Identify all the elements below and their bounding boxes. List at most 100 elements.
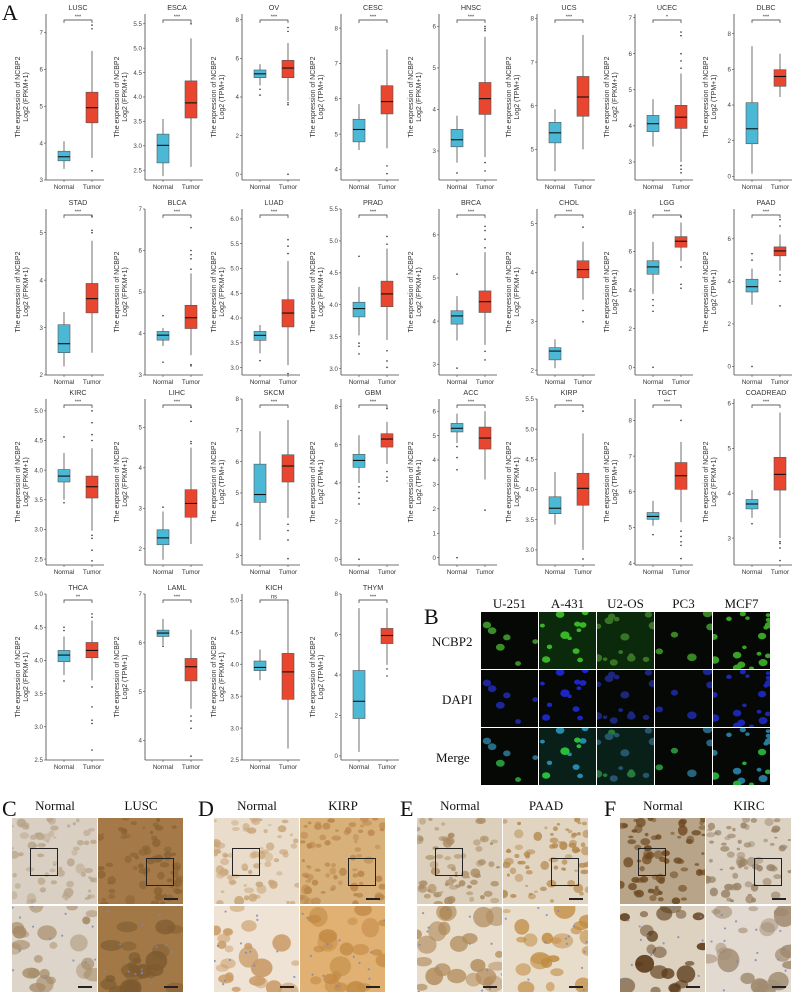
boxplot-gbm: GBM The expression of NCBP2 Log2 (TPM+1) 0 2… <box>295 385 399 580</box>
y-tick-label: 4.0 <box>230 661 239 668</box>
panel-letter-e: E <box>400 796 414 821</box>
boxplot-ucs: UCS The expression of NCBP2 Log2 (TPM+1) 5 6… <box>491 0 595 195</box>
scale-bar <box>366 986 380 988</box>
plot-title: KICH <box>265 583 282 592</box>
y-axis-label: The expression of NCBP2 <box>211 251 218 332</box>
y-tick-label: 7 <box>236 428 240 435</box>
ihc-image-normal-magnified <box>12 906 97 992</box>
y-tick-label: 4 <box>236 94 240 101</box>
plot-title: BLCA <box>168 198 187 207</box>
y-tick-label: 7 <box>40 30 44 37</box>
ihc-image-normal-magnified <box>214 906 299 992</box>
y-tick-label: 4 <box>139 738 143 745</box>
y-axis-label: The expression of NCBP2 <box>114 636 121 717</box>
ihc-image-normal-magnified <box>417 906 502 992</box>
y-axis-label: The expression of NCBP2 <box>310 441 317 522</box>
y-axis-unit: Log2 (FPKM+1) <box>711 457 718 507</box>
y-tick-label: 6 <box>335 632 339 639</box>
y-tick-label: 8 <box>531 16 535 23</box>
y-axis-label: The expression of NCBP2 <box>703 441 710 522</box>
x-tick-label: Normal <box>545 379 566 386</box>
y-tick-label: 4 <box>335 480 339 487</box>
y-tick-label: 5 <box>139 689 143 696</box>
normal-box <box>156 529 170 546</box>
if-image-a-431-dapi <box>539 670 596 727</box>
if-image-pc3-dapi <box>655 670 712 727</box>
if-image-u-251-dapi <box>481 670 538 727</box>
y-tick-label: 4.0 <box>34 467 43 474</box>
magnification-region-box <box>30 848 58 876</box>
y-tick-label: 2 <box>236 133 240 140</box>
normal-box <box>745 278 759 293</box>
y-tick-label: 2.5 <box>133 167 142 174</box>
y-axis-unit: Log2 (TPM+1) <box>318 655 325 700</box>
ihc-image-kirp-overview <box>300 818 385 904</box>
panel-letter-b: B <box>424 604 439 629</box>
ihc-label: PAAD <box>528 798 564 813</box>
x-tick-label: Tumor <box>476 569 495 576</box>
x-tick-label: Tumor <box>672 379 691 386</box>
y-axis-unit: Log2 (FPKM+1) <box>122 267 129 317</box>
y-tick-label: 6 <box>629 489 633 496</box>
ihc-label: Normal <box>237 798 277 813</box>
scale-bar <box>164 898 178 900</box>
y-axis-unit: Log2 (TPM+1) <box>318 460 325 505</box>
x-tick-label: Tumor <box>771 184 790 191</box>
y-axis-unit: Log2 (FPKM+1) <box>23 72 30 122</box>
y-tick-label: 3 <box>433 482 437 489</box>
plot-title: BRCA <box>461 198 481 207</box>
y-tick-label: 3 <box>40 325 44 332</box>
tumor-box <box>773 69 787 87</box>
y-tick-label: 4.5 <box>133 70 142 77</box>
x-tick-label: Normal <box>643 184 664 191</box>
scale-bar <box>569 898 583 900</box>
y-tick-label: 5.5 <box>525 396 534 403</box>
y-tick-label: 3.5 <box>230 340 239 347</box>
if-image-u-251-merge <box>481 728 538 785</box>
plot-title: PAAD <box>756 198 775 207</box>
if-column-label: U-251 <box>492 596 527 611</box>
y-tick-label: 3.0 <box>230 365 239 372</box>
scale-bar <box>164 986 178 988</box>
y-tick-label: 4 <box>335 672 339 679</box>
scale-bar <box>686 986 700 988</box>
y-tick-label: 8 <box>236 17 240 24</box>
ihc-label: LUSC <box>124 798 158 813</box>
y-tick-label: 6 <box>728 401 732 408</box>
y-axis-label: The expression of NCBP2 <box>506 56 513 137</box>
y-tick-label: 2 <box>335 518 339 525</box>
x-tick-label: Normal <box>54 184 75 191</box>
y-axis-label: The expression of NCBP2 <box>310 251 317 332</box>
y-tick-label: 5.0 <box>34 408 43 415</box>
y-tick-label: 0 <box>728 364 732 371</box>
significance-label: *** <box>763 210 770 216</box>
panel-letter-f: F <box>604 796 617 821</box>
y-axis-unit: Log2 (FPKM+1) <box>514 457 521 507</box>
significance-label: *** <box>174 210 181 216</box>
if-image-a-431-ncbp2 <box>539 612 596 669</box>
y-tick-label: 2 <box>531 367 535 374</box>
y-tick-label: 5.0 <box>230 598 239 605</box>
x-tick-label: Tumor <box>672 569 691 576</box>
significance-label: *** <box>271 400 278 406</box>
y-tick-label: 0 <box>335 556 339 563</box>
normal-box <box>352 670 366 719</box>
boxplot-kirp: KIRP The expression of NCBP2 Log2 (FPKM+1)… <box>491 385 595 580</box>
y-axis-unit: Log2 (FPKM+1) <box>23 267 30 317</box>
y-tick-label: 6.0 <box>230 216 239 223</box>
significance-label: *** <box>75 210 82 216</box>
x-tick-label: Normal <box>250 184 271 191</box>
y-axis-unit: Log2 (FPKM+1) <box>122 72 129 122</box>
y-tick-label: 3 <box>433 361 437 368</box>
if-image-u2-os-ncbp2 <box>597 612 654 669</box>
y-tick-label: 2.5 <box>34 556 43 563</box>
y-tick-label: 3 <box>236 553 240 560</box>
x-tick-label: Normal <box>54 764 75 771</box>
y-axis-label: The expression of NCBP2 <box>408 56 415 137</box>
x-tick-label: Normal <box>742 569 763 576</box>
x-tick-label: Tumor <box>574 379 593 386</box>
significance-label: *** <box>174 400 181 406</box>
y-tick-label: 3.0 <box>525 547 534 554</box>
scale-bar <box>772 986 786 988</box>
plot-title: DLBC <box>756 3 775 12</box>
